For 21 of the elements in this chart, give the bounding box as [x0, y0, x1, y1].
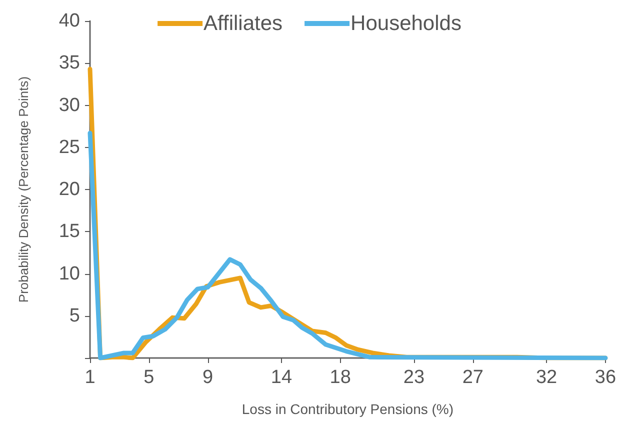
legend-label: Affiliates	[204, 12, 283, 35]
y-tick-label: 25	[58, 136, 80, 158]
y-axis-title: Probability Density (Percentage Points)	[16, 76, 31, 303]
y-tick-label: 30	[58, 94, 80, 116]
y-tick-label: 10	[58, 263, 80, 284]
x-tick-label: 14	[270, 367, 292, 388]
x-tick-label: 9	[202, 367, 214, 388]
y-tick-label: 5	[69, 305, 80, 326]
x-axis-title: Loss in Contributory Pensions (%)	[242, 401, 454, 417]
x-tick-label: 18	[330, 367, 351, 388]
x-tick-label: 23	[403, 367, 425, 388]
y-tick-label: 15	[58, 221, 80, 242]
x-tick-label: 1	[84, 367, 96, 388]
x-tick-label: 36	[594, 367, 616, 388]
x-tick-label: 32	[536, 367, 558, 388]
x-tick-label: 27	[462, 367, 484, 388]
legend-label: Households	[350, 12, 462, 35]
y-tick-label: 20	[58, 179, 80, 200]
y-tick-label: 35	[58, 52, 80, 74]
x-tick-label: 5	[144, 367, 154, 388]
y-tick-label: 40	[58, 10, 80, 32]
